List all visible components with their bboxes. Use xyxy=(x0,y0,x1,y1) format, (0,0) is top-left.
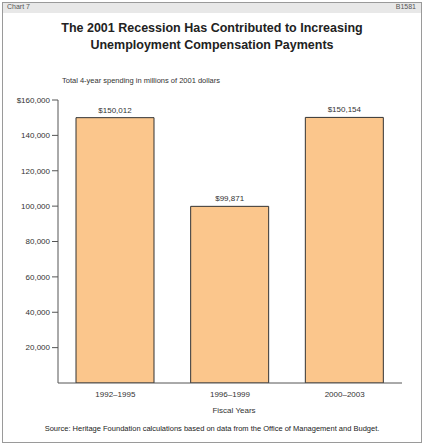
html-text:Source: Heritage Foundation ca: Source: Heritage Foundation calculations… xyxy=(44,424,380,433)
svg-text:$150,012: $150,012 xyxy=(98,106,132,115)
html-text:Total 4-year spending in milli: Total 4-year spending in millions of 200… xyxy=(62,76,220,85)
svg-text:$150,154: $150,154 xyxy=(328,105,362,114)
svg-text:$99,871: $99,871 xyxy=(215,194,244,203)
svg-text:80,000: 80,000 xyxy=(26,237,51,246)
svg-text:$160,000: $160,000 xyxy=(17,96,51,105)
svg-text:120,000: 120,000 xyxy=(21,167,50,176)
svg-text:2000–2003: 2000–2003 xyxy=(325,390,366,399)
svg-text:60,000: 60,000 xyxy=(26,273,51,282)
svg-text:20,000: 20,000 xyxy=(26,343,51,352)
svg-text:40,000: 40,000 xyxy=(26,308,51,317)
html-text:Fiscal Years: Fiscal Years xyxy=(212,406,256,415)
svg-text:1992–1995: 1992–1995 xyxy=(95,390,136,399)
svg-text:100,000: 100,000 xyxy=(21,202,50,211)
svg-text:140,000: 140,000 xyxy=(21,131,50,140)
html-text:The 2001 Recession Has Contrib: The 2001 Recession Has Contributed to In… xyxy=(61,21,363,52)
svg-text:1996–1999: 1996–1999 xyxy=(210,390,251,399)
html-text:Chart 7: Chart 7 xyxy=(7,3,30,10)
html-text:B1581: B1581 xyxy=(395,3,416,10)
